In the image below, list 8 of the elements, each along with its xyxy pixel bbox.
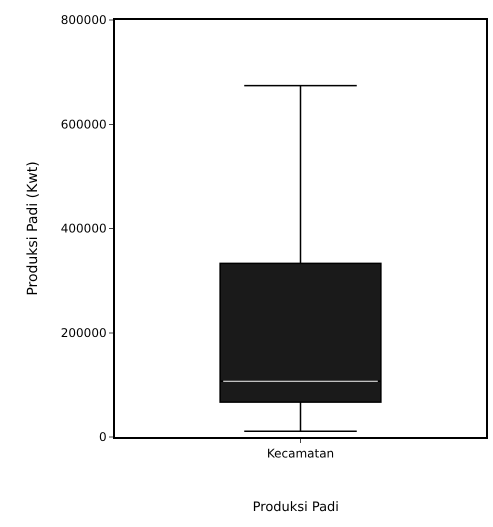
x-tick-label: Kecamatan — [266, 446, 334, 460]
y-axis-title: Produksi Padi (Kwt) — [24, 161, 41, 296]
y-tick-label: 600000 — [60, 117, 107, 132]
y-tick-label: 0 — [98, 430, 107, 444]
y-tick-label: 400000 — [60, 222, 107, 236]
y-tick-label: 200000 — [60, 326, 107, 340]
text: Produksi Padi — [252, 500, 339, 516]
y-tick-label: 800000 — [60, 13, 107, 28]
